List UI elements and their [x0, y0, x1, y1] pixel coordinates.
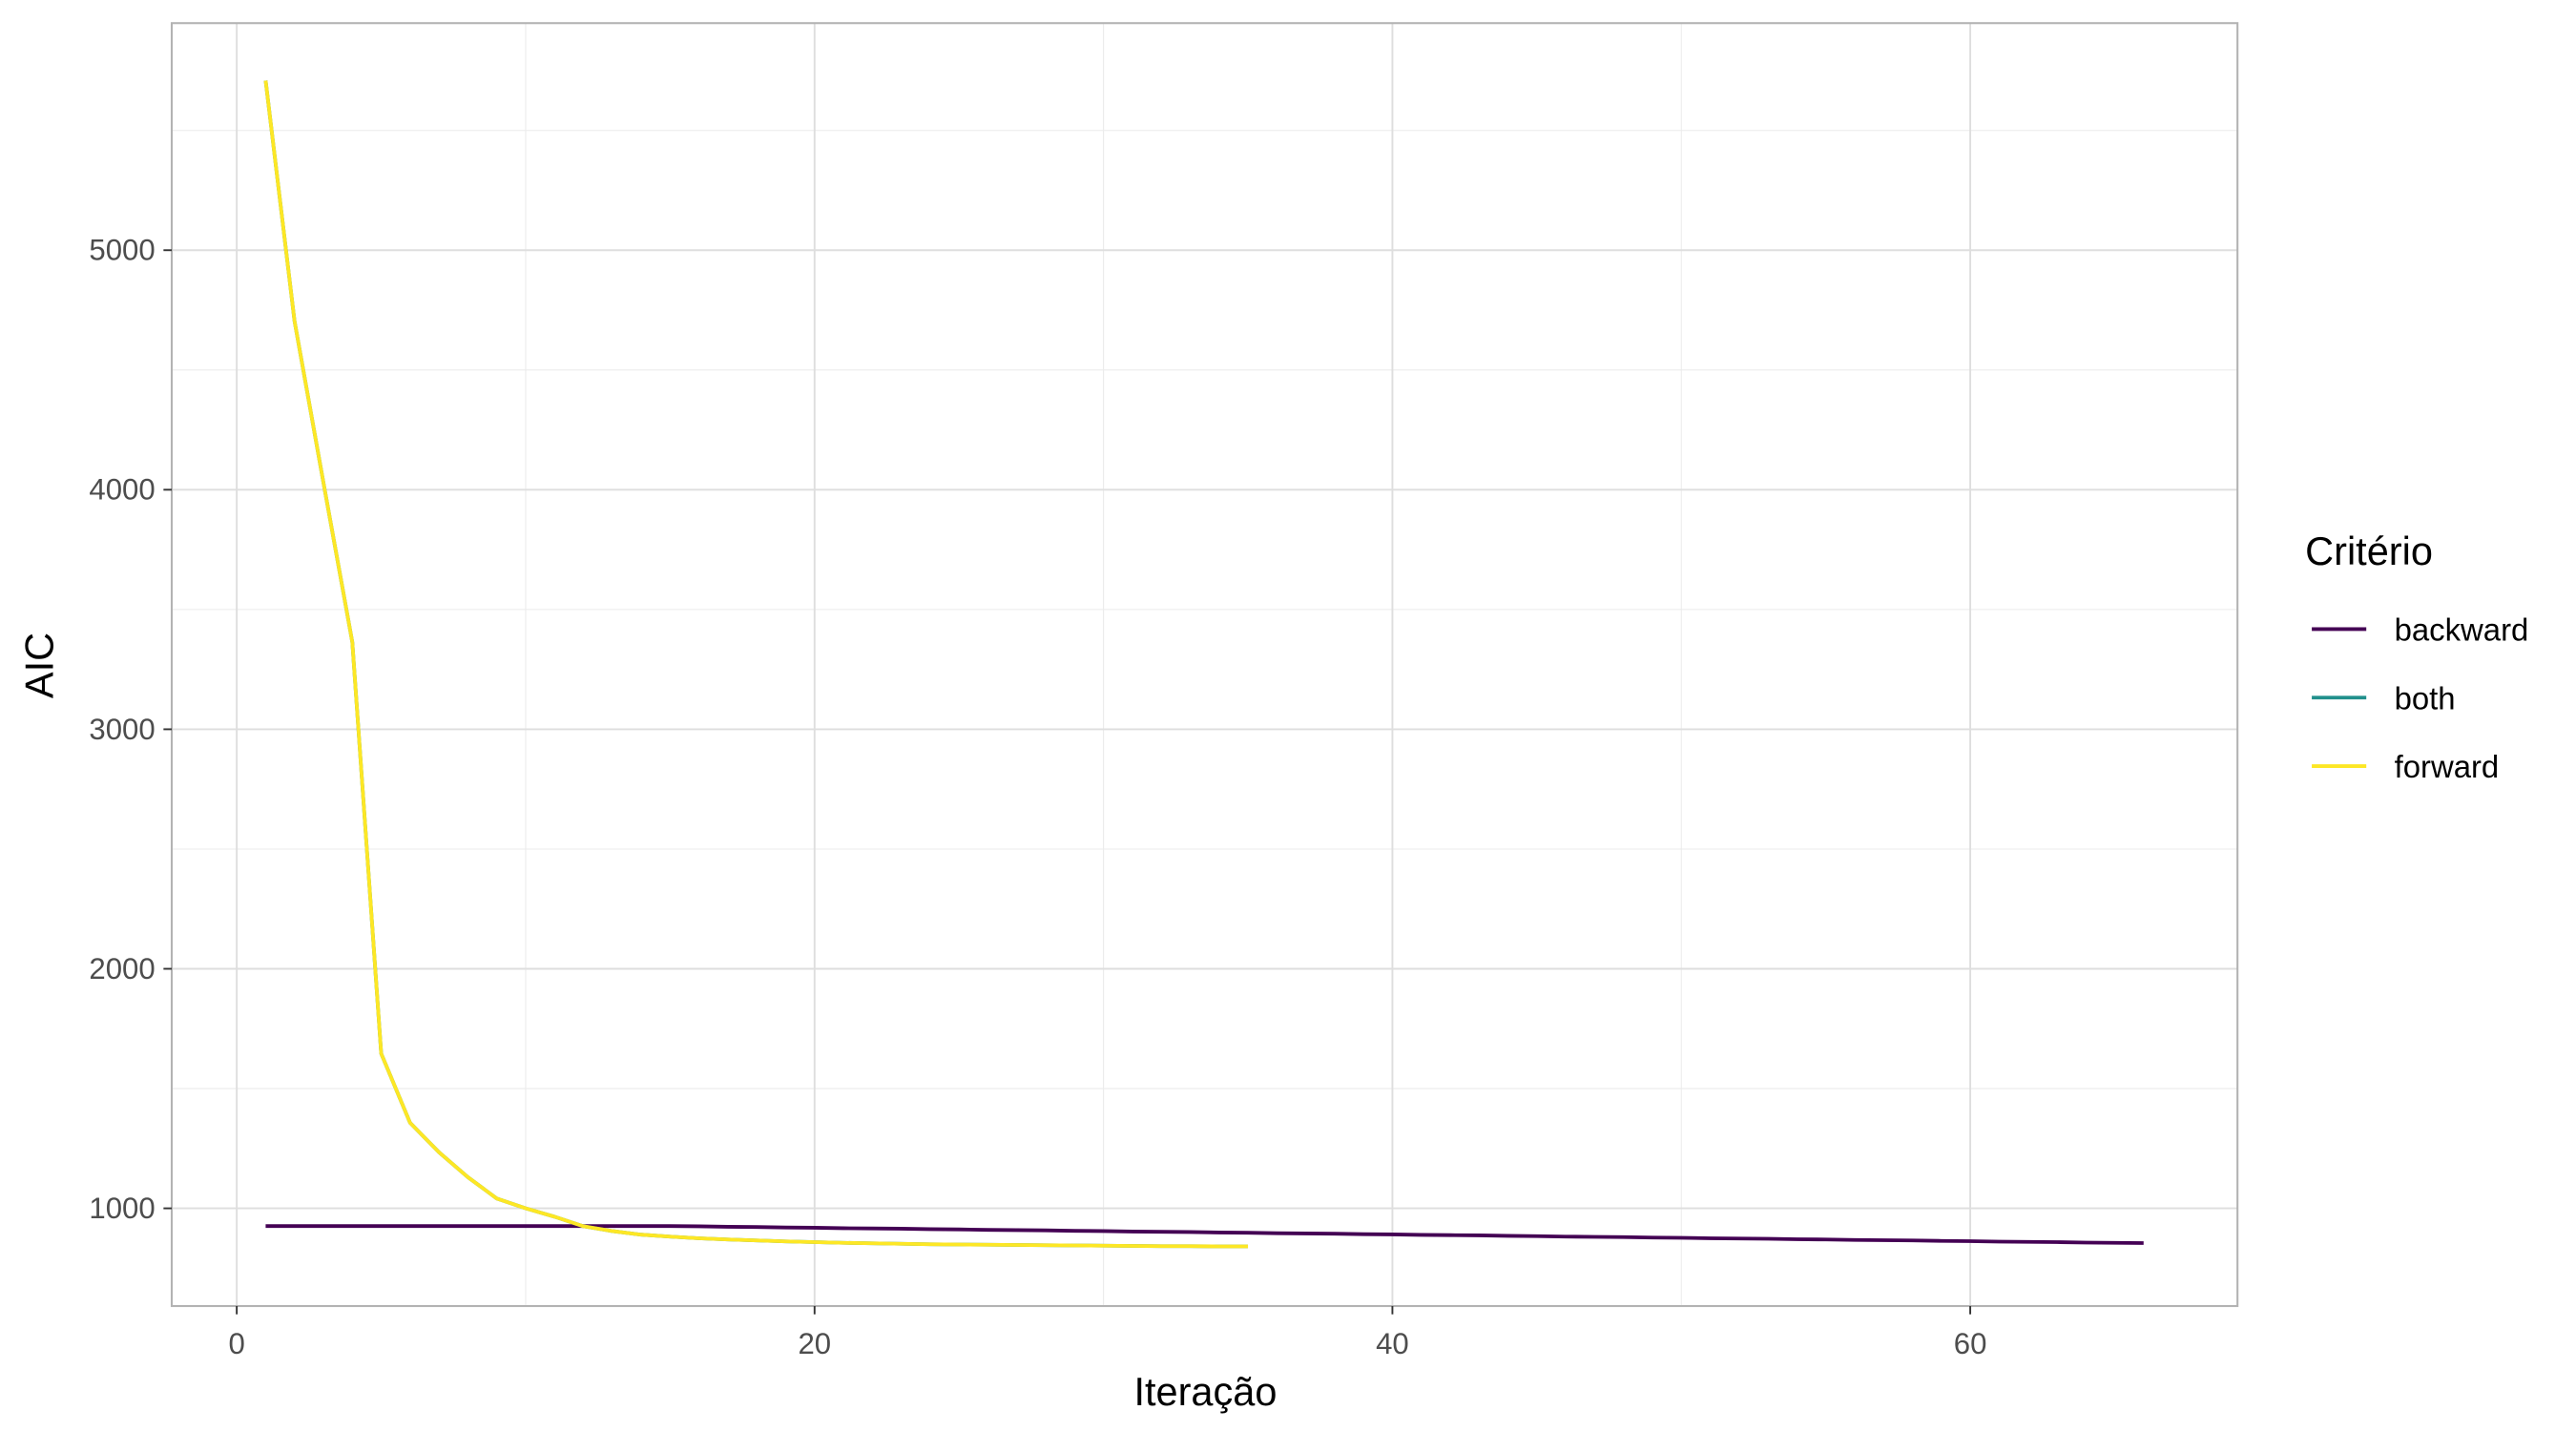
y-tick-label: 5000 — [89, 234, 155, 267]
grid — [172, 23, 2238, 1307]
legend-label: both — [2395, 680, 2456, 716]
x-tick-label: 40 — [1376, 1327, 1409, 1360]
y-tick-label: 4000 — [89, 473, 155, 507]
y-tick-label: 3000 — [89, 713, 155, 746]
series-line — [263, 80, 1249, 1249]
y-axis-title: AIC — [16, 633, 61, 698]
x-tick-label: 0 — [228, 1327, 244, 1360]
x-axis-title: Iteração — [1133, 1369, 1277, 1414]
x-tick-label: 60 — [1954, 1327, 1987, 1360]
x-tick-label: 20 — [798, 1327, 831, 1360]
lines — [263, 80, 2144, 1249]
legend-title: Critério — [2305, 529, 2433, 573]
legend: backward both forward — [2312, 612, 2529, 784]
y-tick-label: 1000 — [89, 1192, 155, 1225]
ticks: 0 20 40 60 1000 2000 3000 4000 5000 — [89, 234, 1986, 1361]
y-tick-label: 2000 — [89, 952, 155, 985]
legend-label: forward — [2395, 749, 2500, 784]
panel-border — [170, 22, 2239, 1308]
legend-label: backward — [2395, 612, 2529, 648]
